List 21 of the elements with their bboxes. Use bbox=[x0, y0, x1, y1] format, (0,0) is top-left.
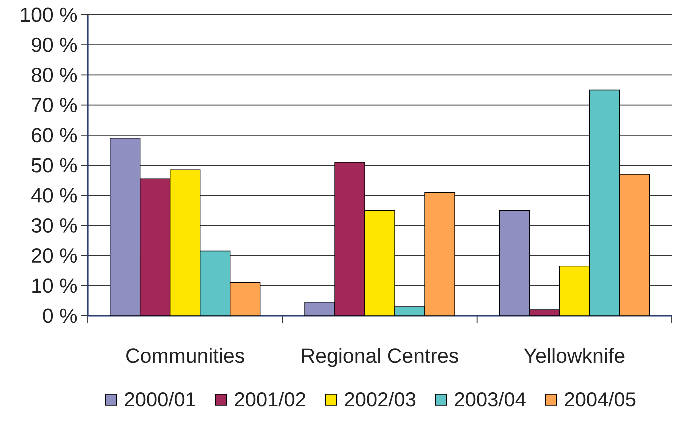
x-tick-label: Communities bbox=[126, 348, 244, 364]
x-tick-label: Yellowknife bbox=[524, 348, 625, 364]
y-tick-label: 80 % bbox=[32, 68, 78, 82]
y-tick-label: 30 % bbox=[32, 218, 78, 233]
y-tick-label: 90 % bbox=[32, 38, 78, 52]
y-tick-label: 100 % bbox=[21, 8, 78, 22]
legend-label: 2000/01 bbox=[125, 392, 196, 407]
legend-label: 2004/05 bbox=[565, 392, 636, 407]
y-tick-label: 20 % bbox=[32, 248, 78, 264]
bar bbox=[499, 210, 530, 316]
y-tick-label: 60 % bbox=[32, 128, 78, 143]
y-tick-label: 10 % bbox=[32, 278, 78, 294]
legend-label: 2003/04 bbox=[455, 392, 526, 407]
y-tick-label: 0 % bbox=[43, 308, 78, 324]
x-tick-label: Regional Centres bbox=[302, 348, 458, 368]
y-tick-label: 50 % bbox=[32, 158, 78, 173]
y-tick-label: 40 % bbox=[32, 188, 78, 203]
legend-label: 2002/03 bbox=[345, 392, 416, 407]
legend-label: 2001/02 bbox=[235, 392, 306, 407]
y-tick-label: 70 % bbox=[32, 98, 78, 113]
bar bbox=[110, 138, 141, 316]
